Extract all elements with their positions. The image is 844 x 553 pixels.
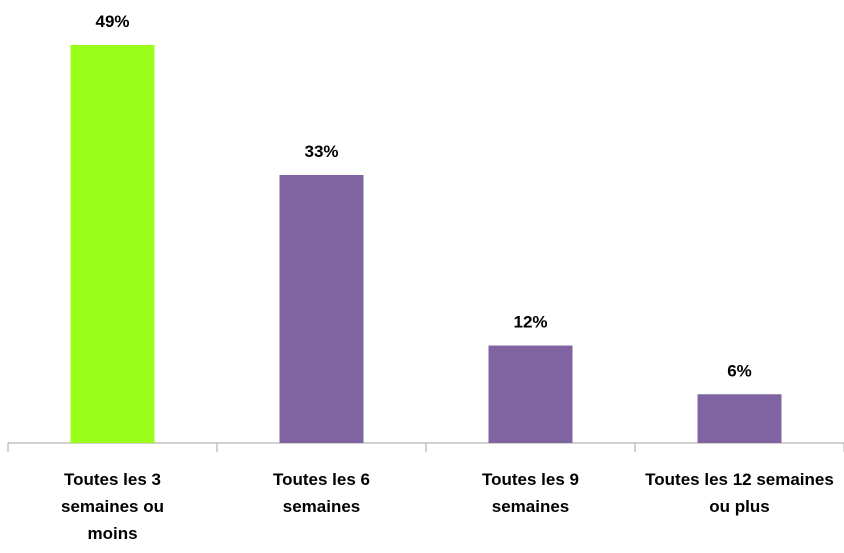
x-tick-label: Toutes les 3 semaines ou moins bbox=[61, 470, 164, 543]
bar bbox=[70, 45, 155, 443]
bar bbox=[279, 174, 364, 444]
value-label: 12% bbox=[513, 313, 547, 332]
value-label: 49% bbox=[95, 12, 129, 31]
x-tick-label: Toutes les 6 semaines bbox=[273, 470, 370, 516]
value-label: 33% bbox=[304, 142, 338, 161]
bar bbox=[697, 394, 782, 443]
x-tick-label: Toutes les 12 semaines ou plus bbox=[645, 470, 834, 516]
value-label: 6% bbox=[727, 361, 752, 380]
bar bbox=[488, 345, 573, 443]
x-tick-label: Toutes les 9 semaines bbox=[482, 470, 579, 516]
